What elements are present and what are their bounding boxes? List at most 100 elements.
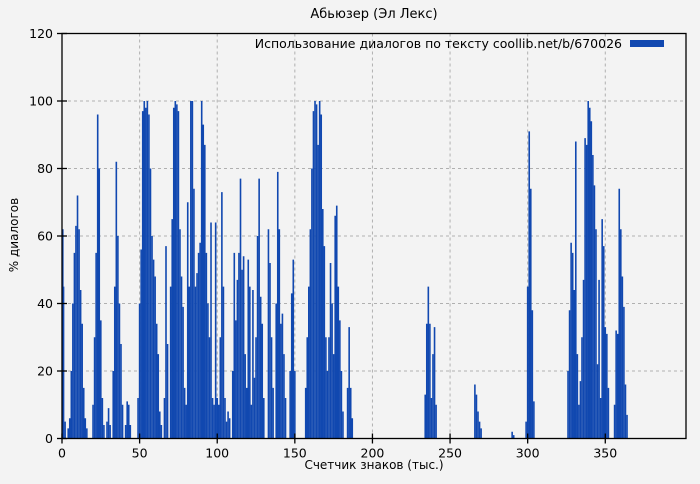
bar bbox=[570, 242, 572, 439]
bar bbox=[596, 364, 599, 439]
bar bbox=[618, 188, 621, 439]
bar bbox=[211, 398, 214, 439]
chart-legend: Использование диалогов по тексту coollib… bbox=[0, 36, 664, 51]
bar bbox=[348, 327, 350, 439]
y-tick-label: 120 bbox=[29, 26, 53, 41]
x-tick-label: 100 bbox=[205, 446, 229, 461]
bar bbox=[292, 259, 295, 439]
bar bbox=[148, 114, 150, 439]
bar bbox=[255, 337, 257, 439]
bar bbox=[511, 431, 513, 439]
bar bbox=[525, 421, 527, 439]
bar bbox=[529, 188, 532, 439]
bar bbox=[143, 101, 146, 439]
bar bbox=[115, 161, 118, 439]
x-tick-label: 250 bbox=[438, 446, 462, 461]
bar bbox=[567, 371, 569, 439]
bar bbox=[151, 236, 153, 439]
x-tick-label: 200 bbox=[361, 446, 385, 461]
bar bbox=[578, 404, 580, 439]
bar bbox=[587, 101, 590, 439]
bar bbox=[160, 425, 163, 439]
bar bbox=[117, 236, 119, 439]
bar bbox=[294, 371, 296, 439]
bar bbox=[72, 303, 74, 439]
bar bbox=[424, 394, 427, 439]
bar bbox=[270, 337, 273, 439]
bar bbox=[157, 354, 160, 439]
legend-label: Использование диалогов по тексту coollib… bbox=[254, 36, 622, 51]
bar bbox=[308, 286, 310, 439]
bar bbox=[598, 279, 600, 439]
bar bbox=[253, 377, 256, 439]
bar bbox=[84, 418, 87, 439]
bar bbox=[311, 168, 313, 439]
bar bbox=[113, 286, 116, 439]
x-tick-label: 0 bbox=[58, 446, 66, 461]
bar bbox=[512, 435, 515, 439]
bar bbox=[256, 236, 259, 439]
bar bbox=[304, 387, 307, 439]
bar bbox=[306, 337, 309, 439]
bar bbox=[171, 219, 174, 439]
bar bbox=[180, 276, 183, 439]
bar bbox=[331, 303, 333, 439]
bar bbox=[120, 344, 122, 439]
bar bbox=[429, 323, 431, 439]
x-tick-label: 50 bbox=[132, 446, 148, 461]
bar bbox=[78, 229, 80, 439]
bar bbox=[250, 404, 253, 439]
bar bbox=[284, 398, 287, 439]
bar bbox=[221, 192, 223, 439]
bar bbox=[323, 246, 326, 439]
bar bbox=[613, 404, 616, 439]
x-tick-label: 150 bbox=[283, 446, 307, 461]
bar bbox=[262, 398, 265, 439]
bar bbox=[312, 111, 315, 439]
bar bbox=[76, 195, 79, 439]
bar bbox=[92, 404, 94, 439]
bar bbox=[166, 344, 169, 439]
bar bbox=[252, 290, 254, 439]
bar bbox=[433, 327, 436, 439]
bar bbox=[332, 354, 335, 439]
bar bbox=[186, 202, 189, 439]
bar bbox=[317, 144, 319, 439]
bar bbox=[106, 421, 108, 439]
y-tick-label: 60 bbox=[37, 229, 53, 244]
bar bbox=[200, 101, 203, 439]
bar bbox=[584, 138, 586, 439]
bar bbox=[197, 252, 200, 439]
bar bbox=[127, 404, 130, 439]
bar bbox=[109, 425, 111, 439]
bar bbox=[309, 229, 312, 439]
bar bbox=[146, 101, 149, 439]
bar bbox=[582, 279, 585, 439]
bar bbox=[335, 205, 338, 439]
bar bbox=[474, 384, 476, 439]
bar bbox=[176, 104, 178, 439]
bar bbox=[325, 337, 327, 439]
bar bbox=[478, 421, 481, 439]
bar bbox=[576, 354, 579, 439]
bar bbox=[334, 215, 336, 439]
bar bbox=[272, 387, 274, 439]
bar bbox=[95, 252, 97, 439]
bar bbox=[427, 286, 430, 439]
bar bbox=[121, 404, 124, 439]
bar bbox=[100, 320, 102, 439]
bar bbox=[247, 259, 250, 439]
bar bbox=[118, 303, 121, 439]
bar bbox=[568, 310, 571, 439]
bar bbox=[231, 371, 234, 439]
bar bbox=[571, 252, 574, 439]
bar bbox=[321, 209, 324, 439]
bar bbox=[194, 286, 197, 439]
bar bbox=[261, 323, 264, 439]
bar bbox=[185, 404, 187, 439]
bar bbox=[574, 141, 577, 439]
bar bbox=[579, 381, 582, 439]
bar bbox=[289, 371, 291, 439]
bar bbox=[112, 371, 115, 439]
